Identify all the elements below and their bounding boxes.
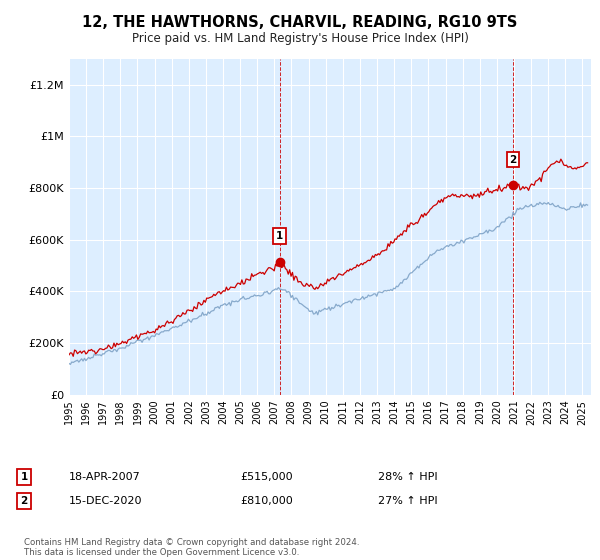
Text: £515,000: £515,000: [240, 472, 293, 482]
Text: Price paid vs. HM Land Registry's House Price Index (HPI): Price paid vs. HM Land Registry's House …: [131, 32, 469, 45]
Text: 2: 2: [20, 496, 28, 506]
Text: 2: 2: [509, 155, 517, 165]
Text: 1: 1: [276, 231, 283, 241]
Text: 1: 1: [20, 472, 28, 482]
Text: 27% ↑ HPI: 27% ↑ HPI: [378, 496, 437, 506]
Text: 12, THE HAWTHORNS, CHARVIL, READING, RG10 9TS: 12, THE HAWTHORNS, CHARVIL, READING, RG1…: [82, 15, 518, 30]
Text: Contains HM Land Registry data © Crown copyright and database right 2024.
This d: Contains HM Land Registry data © Crown c…: [24, 538, 359, 557]
Text: 28% ↑ HPI: 28% ↑ HPI: [378, 472, 437, 482]
Text: 15-DEC-2020: 15-DEC-2020: [69, 496, 143, 506]
Text: £810,000: £810,000: [240, 496, 293, 506]
Text: 18-APR-2007: 18-APR-2007: [69, 472, 141, 482]
